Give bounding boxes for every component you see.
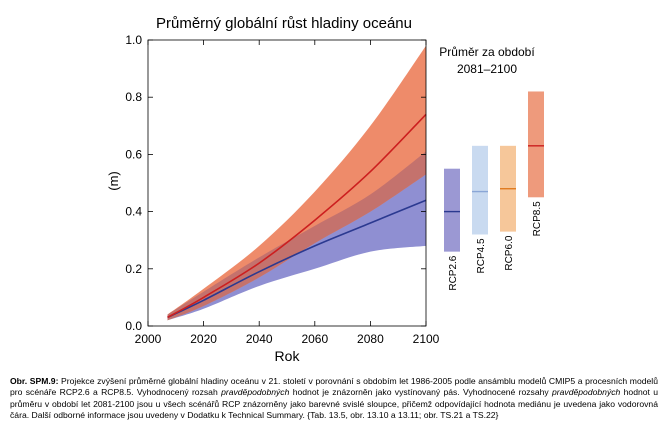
side-bar-label: RCP4.5: [476, 238, 487, 273]
y-tick-label: 0.2: [125, 262, 142, 276]
caption-text-2: hodnot je znázorněn jako vystínovaný pás…: [289, 387, 552, 398]
line-rcp85: [167, 113, 427, 319]
line-rcp26: [167, 199, 427, 319]
chart: Průměrný globální růst hladiny oceánu 20…: [106, 15, 544, 364]
band-rcp85: [167, 45, 426, 321]
x-tick-label: 2100: [413, 332, 440, 346]
caption-label: Obr. SPM.9:: [10, 376, 59, 386]
caption-text-1: Projekce zvýšení průměrné globální hladi…: [10, 376, 658, 398]
caption-text-3: hodnot u průměru v období let 2081-2100 …: [10, 387, 659, 421]
y-tick-label: 1.0: [125, 33, 142, 47]
y-tick-label: 0.0: [125, 319, 142, 333]
side-bar-rcp85: [528, 91, 544, 198]
plot-frame: [147, 39, 427, 327]
x-tick-label: 2040: [246, 332, 273, 346]
y-tick-label: 0.4: [125, 205, 142, 219]
x-tick-label: 2060: [301, 332, 328, 346]
side-panel-period: 2081–2100: [457, 62, 517, 76]
side-bar-rcp45: [472, 145, 488, 235]
x-axis-label: Rok: [275, 348, 301, 364]
x-tick-label: 2080: [357, 332, 384, 346]
figure-caption: Obr. SPM.9: Projekce zvýšení průměrné gl…: [10, 376, 658, 422]
chart-title: Průměrný globální růst hladiny oceánu: [156, 15, 412, 32]
x-tick-label: 2020: [190, 332, 217, 346]
band-overlap: [167, 151, 426, 321]
side-bar-label: RCP6.0: [504, 235, 515, 270]
side-bar-rcp26: [444, 168, 460, 252]
side-bar-label: RCP2.6: [448, 255, 459, 290]
x-tick-label: 2000: [135, 332, 162, 346]
side-panel-title: Průměr za období: [439, 45, 535, 59]
caption-italic-1: pravděpodobných: [221, 387, 290, 398]
y-tick-label: 0.6: [125, 147, 142, 161]
caption-italic-2: pravděpodobných: [552, 387, 621, 398]
y-axis-label: (m): [106, 171, 121, 191]
y-tick-label: 0.8: [125, 90, 142, 104]
side-bar-label: RCP8.5: [532, 201, 543, 236]
